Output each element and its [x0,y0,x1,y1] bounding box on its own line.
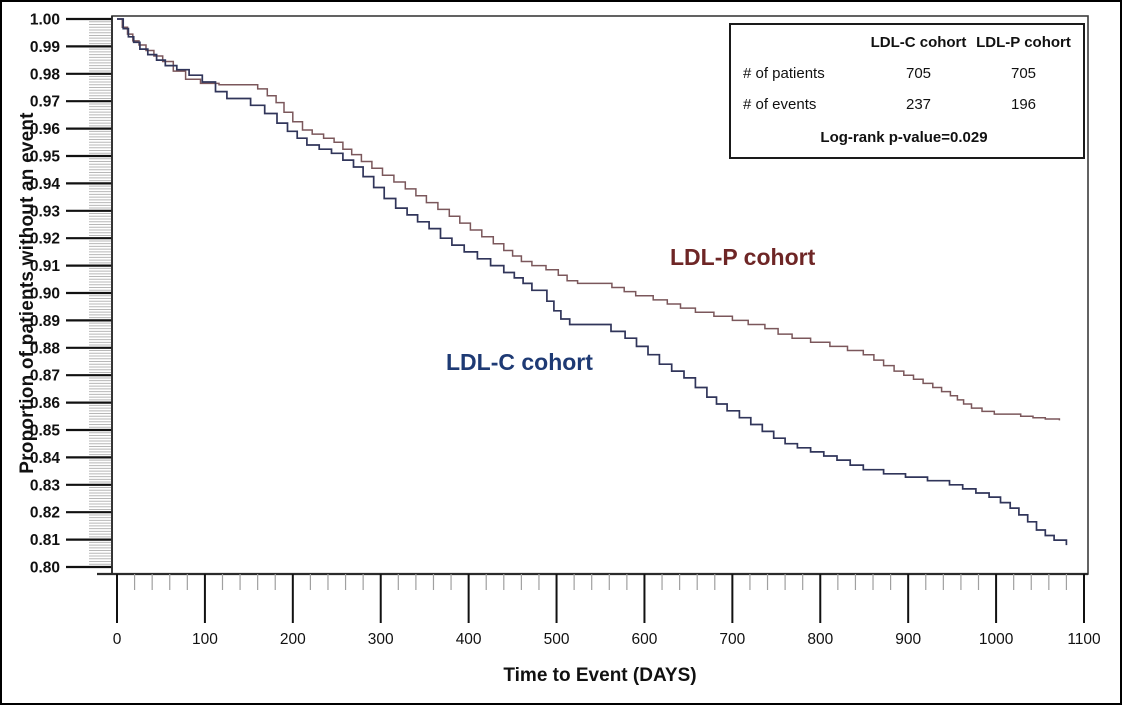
x-tick-label: 800 [807,631,833,648]
x-tick-label: 700 [719,631,745,648]
curve-label-ldlp: LDL-P cohort [670,244,816,270]
ldl-p-curve [117,18,1061,421]
y-tick-label: 0.97 [30,94,60,111]
y-tick-label: 0.89 [30,313,61,330]
y-tick-label: 0.91 [30,258,61,275]
x-tick-label: 1100 [1067,631,1101,648]
y-tick-label: 0.93 [30,203,61,220]
stats-col-header-ldlc: LDL-C cohort [870,34,967,51]
stats-row-patients-label: # of patients [743,65,825,82]
stats-patients-ldlp: 705 [1010,65,1037,82]
stats-row-events-label: # of events [743,96,817,113]
y-tick-label: 0.87 [30,368,60,385]
x-tick-label: 0 [113,631,122,648]
x-tick-label: 200 [280,631,306,648]
y-tick-label: 0.80 [30,560,60,577]
y-tick-label: 0.98 [30,66,61,83]
ldl-c-curve [117,18,1068,546]
curve-label-ldlc: LDL-C cohort [446,349,593,375]
y-tick-label: 0.86 [30,395,61,412]
y-tick-label: 0.81 [30,532,61,549]
y-tick-label: 0.83 [30,477,61,494]
x-tick-label: 400 [456,631,482,648]
x-tick-label: 300 [368,631,394,648]
stats-patients-ldlc: 705 [905,65,932,82]
x-tick-label: 1000 [979,631,1014,648]
stats-events-ldlp: 196 [1010,96,1037,113]
y-tick-label: 0.85 [30,423,61,440]
y-tick-label: 0.84 [30,450,61,467]
stats-events-ldlc: 237 [905,96,932,113]
y-tick-label: 0.90 [30,286,60,303]
y-axis-title: Proportion of patients without an event [17,112,38,474]
y-tick-label: 0.96 [30,121,61,138]
stats-col-header-ldlp: LDL-P cohort [976,34,1071,51]
y-tick-label: 0.82 [30,505,60,522]
x-tick-label: 500 [544,631,570,648]
x-tick-label: 100 [192,631,218,648]
y-tick-label: 0.95 [30,149,61,166]
stats-box: LDL-C cohort LDL-P cohort # of patients … [729,23,1085,159]
x-tick-label: 600 [632,631,658,648]
y-tick-label: 0.94 [30,176,61,193]
y-tick-label: 0.92 [30,231,60,248]
y-tick-label: 0.88 [30,340,61,357]
stats-logrank-pvalue: Log-rank p-value=0.029 [820,129,988,146]
x-tick-label: 900 [895,631,921,648]
y-tick-label: 0.99 [30,39,61,56]
x-axis-title: Time to Event (DAYS) [503,665,697,686]
y-tick-label: 1.00 [30,12,60,29]
